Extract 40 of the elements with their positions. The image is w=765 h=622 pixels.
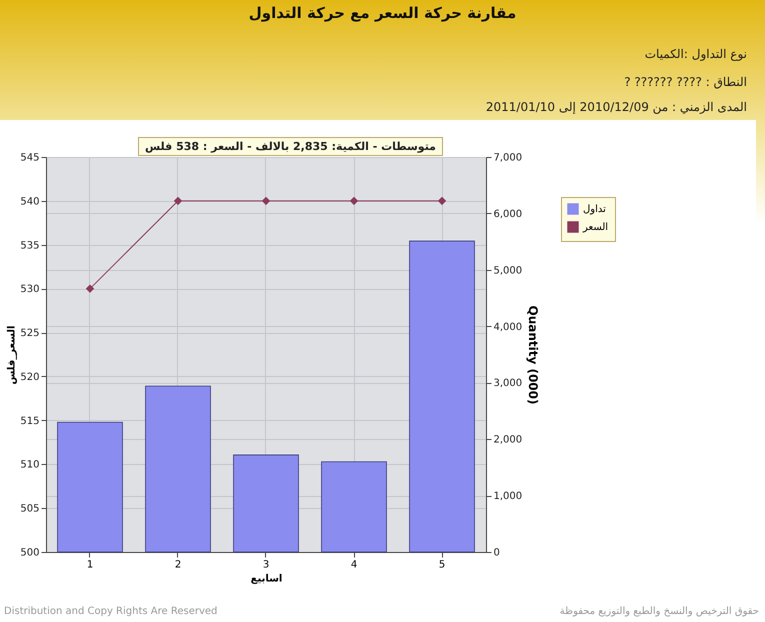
y2-tick-label: 1,000 bbox=[494, 491, 522, 502]
y2-tick-label: 3,000 bbox=[494, 378, 522, 390]
bar bbox=[321, 461, 387, 552]
x-tick-label: 3 bbox=[262, 560, 270, 570]
text: حقوق الترخيص والنسخ والطبع والتوزيع محفوظة bbox=[560, 606, 759, 617]
text: نوع التداول :الكميات bbox=[644, 47, 747, 61]
y-tick-label: 500 bbox=[20, 548, 40, 558]
y-tick-label: 540 bbox=[20, 196, 40, 208]
bar bbox=[57, 422, 123, 552]
bar bbox=[145, 386, 211, 552]
x-axis-title: اسابيع bbox=[250, 574, 282, 584]
x-tick-label: 1 bbox=[86, 560, 94, 570]
x-tick-label: 5 bbox=[438, 560, 446, 570]
y-tick-label: 520 bbox=[20, 372, 40, 383]
y2-tick-label: 5,000 bbox=[494, 265, 522, 276]
y2-tick-label: 0 bbox=[494, 548, 500, 558]
legend-label: السعر bbox=[582, 222, 608, 233]
y-tick-label: 505 bbox=[20, 504, 40, 515]
y-tick-label: 545 bbox=[20, 152, 40, 164]
y-tick-label: 525 bbox=[20, 328, 40, 340]
y2-tick-label: 7,000 bbox=[494, 152, 522, 164]
x-tick-label: 2 bbox=[174, 560, 182, 570]
text: Distribution and Copy Rights Are Reserved bbox=[4, 606, 218, 617]
legend-label: تداول bbox=[583, 204, 606, 215]
y-tick-label: 535 bbox=[20, 240, 40, 252]
y-tick-label: 510 bbox=[20, 460, 40, 471]
y-tick-label: 515 bbox=[20, 416, 40, 427]
bar bbox=[409, 240, 475, 552]
bar bbox=[233, 454, 299, 552]
y2-tick-label: 6,000 bbox=[494, 208, 522, 220]
text: المدى الزمني : من 2010/12/09 إلى 2011/01/10 bbox=[486, 100, 747, 114]
y2-tick-label: 2,000 bbox=[494, 434, 522, 446]
text: النطاق : ???? ?????? ? bbox=[624, 75, 747, 89]
y-tick-label: 530 bbox=[20, 284, 40, 296]
y2-tick-label: 4,000 bbox=[494, 322, 522, 333]
y2-axis-title: Quantity (000) bbox=[526, 306, 540, 404]
text: متوسطات - الكمية: 2,835 بالالف - السعر : 538 فلس bbox=[138, 137, 443, 156]
x-tick-label: 4 bbox=[350, 560, 358, 570]
chart-title: مقارنة حركة السعر مع حركة التداول bbox=[248, 4, 518, 22]
y-axis-title: السعر_فلس bbox=[6, 326, 18, 384]
